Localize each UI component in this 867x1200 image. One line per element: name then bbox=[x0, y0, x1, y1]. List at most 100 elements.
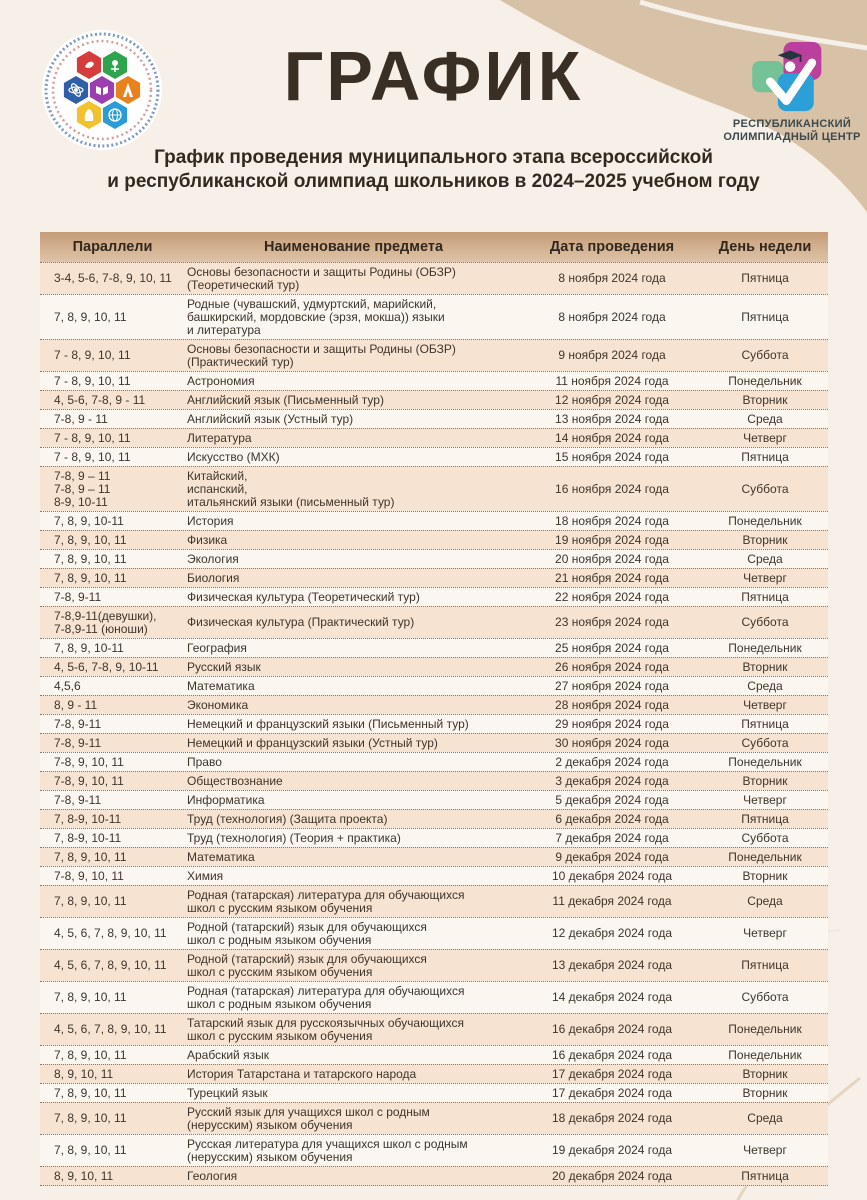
cell-date: 12 ноября 2024 года bbox=[555, 392, 669, 407]
cell-date: 13 декабря 2024 года bbox=[551, 958, 673, 972]
cell-date: 26 ноября 2024 года bbox=[555, 659, 669, 674]
table-row: 7 - 8, 9, 10, 11 Искусство (МХК) 15 ноября… bbox=[40, 447, 828, 466]
cell-parallels: 7, 8, 9, 10, 11 bbox=[54, 1047, 127, 1062]
header-parallels: Параллели bbox=[72, 239, 153, 255]
cell-date: 23 ноября 2024 года bbox=[555, 615, 669, 629]
cell-day: Понедельник bbox=[728, 1022, 802, 1036]
cell-parallels: 7, 8, 9, 10-11 bbox=[54, 640, 124, 655]
cell-day: Понедельник bbox=[728, 849, 802, 864]
cell-subject: Математика bbox=[187, 849, 255, 864]
cell-subject: Английский язык (Письменный тур) bbox=[187, 392, 384, 407]
cell-day: Пятница bbox=[741, 958, 789, 972]
cell-day: Четверг bbox=[743, 926, 787, 940]
cell-date: 29 ноября 2024 года bbox=[555, 716, 669, 731]
cell-parallels: 7, 8, 9, 10-11 bbox=[54, 513, 124, 528]
page-title: ГРАФИК bbox=[283, 37, 584, 115]
cell-day: Пятница bbox=[741, 1168, 789, 1183]
cell-subject: География bbox=[187, 640, 247, 655]
table-row: 7 - 8, 9, 10, 11 Астрономия 11 ноября 2024… bbox=[40, 371, 828, 390]
cell-subject: Математика bbox=[187, 678, 255, 693]
cell-parallels: 8, 9, 10, 11 bbox=[54, 1168, 114, 1183]
cell-date: 17 декабря 2024 года bbox=[551, 1085, 673, 1100]
cell-subject: Родной (татарский) язык для обучающихся … bbox=[187, 919, 427, 947]
table-row: 7, 8, 9, 10-11 История 18 ноября 2024 года… bbox=[40, 511, 828, 530]
table-row: 7, 8, 9, 10, 11 Родная (татарская) литера… bbox=[40, 885, 828, 917]
cell-day: Среда bbox=[747, 678, 783, 693]
cell-parallels: 7, 8, 9, 10, 11 bbox=[54, 849, 127, 864]
cell-day: Пятница bbox=[741, 309, 789, 324]
cell-day: Суббота bbox=[741, 348, 789, 362]
cell-subject: Труд (технология) (Защита проекта) bbox=[187, 811, 388, 826]
header-day: День недели bbox=[718, 239, 812, 255]
ministry-emblem-logo bbox=[42, 30, 162, 150]
cell-date: 9 декабря 2024 года bbox=[555, 849, 669, 864]
cell-day: Понедельник bbox=[728, 373, 802, 388]
olympiad-center-label-line1: РЕСПУБЛИКАНСКИЙ bbox=[732, 118, 852, 130]
cell-subject: Русская литература для учащихся школ с р… bbox=[187, 1136, 468, 1164]
table-row: 4,5,6 Математика 27 ноября 2024 года Среда bbox=[40, 676, 828, 695]
table-row: 7, 8, 9, 10, 11 Русская литература для уч… bbox=[40, 1134, 828, 1166]
cell-day: Вторник bbox=[742, 1066, 788, 1081]
cell-subject: Немецкий и французский языки (Устный тур… bbox=[187, 735, 438, 750]
cell-date: 6 декабря 2024 года bbox=[555, 811, 669, 826]
cell-day: Четверг bbox=[743, 792, 787, 807]
table-row: 7, 8-9, 10-11 Труд (технология) (Защита п… bbox=[40, 809, 828, 828]
cell-subject: Труд (технология) (Теория + практика) bbox=[187, 830, 401, 845]
table-header-row: Параллели Наименование предмета Дата про… bbox=[40, 232, 828, 262]
cell-parallels: 7-8, 9-11 bbox=[54, 716, 102, 731]
cell-date: 16 декабря 2024 года bbox=[551, 1047, 673, 1062]
cell-day: Вторник bbox=[742, 868, 788, 883]
cell-subject: Информатика bbox=[187, 792, 265, 807]
table-row: 7 - 8, 9, 10, 11 Основы безопасности и за… bbox=[40, 339, 828, 371]
cell-day: Вторник bbox=[742, 1085, 788, 1100]
cell-day: Пятница bbox=[741, 589, 789, 604]
table-row: 7-8, 9-11 Информатика 5 декабря 2024 года Ч… bbox=[40, 790, 828, 809]
cell-parallels: 7 - 8, 9, 10, 11 bbox=[54, 449, 131, 464]
cell-parallels: 7, 8-9, 10-11 bbox=[54, 811, 122, 826]
table-row: 7-8, 9, 10, 11 Химия 10 декабря 2024 года В… bbox=[40, 866, 828, 885]
cell-day: Четверг bbox=[743, 430, 787, 445]
table-row: 7-8, 9-11 Физическая культура (Теоретичес… bbox=[40, 587, 828, 606]
olympiad-center-logo: РЕСПУБЛИКАНСКИЙ ОЛИМПИАДНЫЙ ЦЕНТР bbox=[712, 42, 867, 144]
cell-parallels: 7-8, 9, 10, 11 bbox=[54, 773, 124, 788]
cell-date: 8 ноября 2024 года bbox=[558, 309, 666, 324]
cell-subject: История Татарстана и татарского народа bbox=[187, 1066, 417, 1081]
cell-subject: Русский язык bbox=[187, 659, 261, 674]
table-row: 7, 8, 9, 10, 11 Математика 9 декабря 2024 … bbox=[40, 847, 828, 866]
cell-subject: Основы безопасности и защиты Родины (ОБЗ… bbox=[187, 264, 456, 292]
cell-day: Понедельник bbox=[728, 754, 802, 769]
poster-subtitle: График проведения муниципального этапа в… bbox=[0, 146, 867, 194]
cell-subject: Татарский язык для русскоязычных обучающ… bbox=[187, 1015, 465, 1043]
cell-date: 5 декабря 2024 года bbox=[555, 792, 669, 807]
cell-parallels: 4, 5, 6, 7, 8, 9, 10, 11 bbox=[54, 926, 167, 940]
cell-day: Суббота bbox=[741, 615, 789, 629]
table-row: 4, 5, 6, 7, 8, 9, 10, 11 Родной (татарски… bbox=[40, 949, 828, 981]
cell-parallels: 7-8, 9 - 11 bbox=[54, 411, 108, 426]
table-row: 7, 8, 9, 10, 11 Русский язык для учащихся… bbox=[40, 1102, 828, 1134]
logo-checkmark bbox=[765, 58, 817, 105]
table-row: 4, 5-6, 7-8, 9, 10-11 Русский язык 26 нояб… bbox=[40, 657, 828, 676]
table-row: 7-8, 9, 10, 11 Обществознание 3 декабря 20… bbox=[40, 771, 828, 790]
cell-date: 30 ноября 2024 года bbox=[555, 735, 669, 750]
cell-day: Понедельник bbox=[728, 640, 802, 655]
cell-date: 16 декабря 2024 года bbox=[551, 1022, 673, 1036]
cell-parallels: 7, 8, 9, 10, 11 bbox=[54, 532, 127, 547]
cell-subject: Химия bbox=[187, 868, 224, 883]
cell-parallels: 7-8, 9, 10, 11 bbox=[54, 868, 124, 883]
cell-day: Пятница bbox=[741, 811, 789, 826]
cell-date: 10 декабря 2024 года bbox=[551, 868, 673, 883]
table-row: 8, 9, 10, 11 История Татарстана и татарск… bbox=[40, 1064, 828, 1083]
cell-parallels: 7, 8, 9, 10, 11 bbox=[54, 570, 127, 585]
cell-parallels: 7, 8, 9, 10, 11 bbox=[54, 1143, 127, 1157]
cell-parallels: 4, 5-6, 7-8, 9, 10-11 bbox=[54, 659, 159, 674]
cell-subject: Немецкий и французский языки (Письменный… bbox=[187, 716, 469, 731]
cell-day: Вторник bbox=[742, 392, 788, 407]
cell-day: Суббота bbox=[741, 735, 789, 750]
cell-parallels: 7-8,9-11(девушки), 7-8,9-11 (юноши) bbox=[54, 608, 157, 636]
table-row: 7-8, 9 - 11 Английский язык (Устный тур) 1… bbox=[40, 409, 828, 428]
cell-date: 8 ноября 2024 года bbox=[558, 271, 666, 285]
cell-day: Вторник bbox=[742, 773, 788, 788]
emblem-inner-text-ring bbox=[51, 39, 153, 141]
cell-day: Пятница bbox=[741, 271, 789, 285]
cell-date: 15 ноября 2024 года bbox=[555, 449, 669, 464]
